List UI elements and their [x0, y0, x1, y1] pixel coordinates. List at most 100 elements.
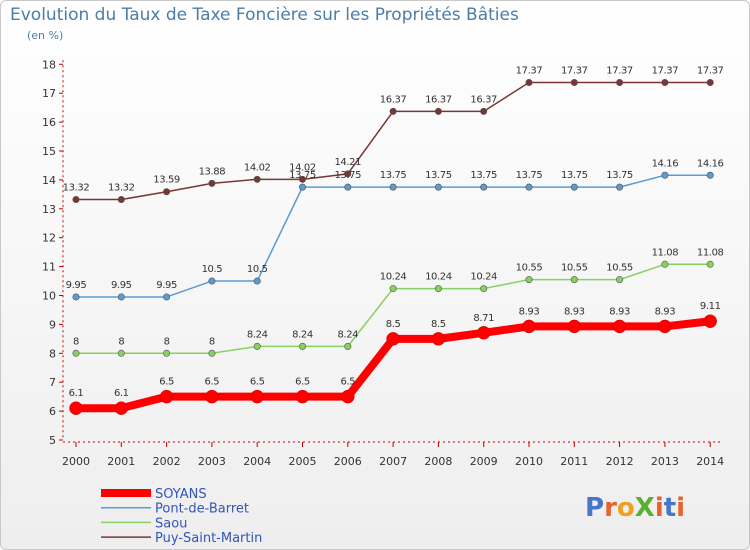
x-tick-label: 2014: [696, 455, 724, 468]
data-label: 13.32: [108, 183, 135, 194]
y-tick-label: 9: [49, 318, 56, 331]
data-label: 17.37: [516, 66, 543, 77]
data-point: [661, 79, 669, 87]
data-label: 13.32: [63, 183, 90, 194]
data-point: [344, 342, 352, 350]
data-point: [476, 326, 491, 340]
data-point: [117, 293, 125, 301]
data-label: 11.08: [697, 247, 724, 258]
data-label: 6.1: [69, 388, 84, 399]
data-point: [344, 183, 352, 191]
data-point: [480, 107, 488, 115]
legend-label: Saou: [155, 516, 187, 531]
x-tick-label: 2003: [198, 455, 226, 468]
x-tick-label: 2006: [334, 455, 362, 468]
y-tick-label: 7: [49, 376, 56, 389]
x-tick-label: 2008: [424, 455, 452, 468]
data-label: 10.5: [247, 264, 268, 275]
data-label: 8.24: [247, 329, 268, 340]
data-point: [616, 183, 624, 191]
data-label: 6.5: [205, 377, 220, 388]
data-label: 10.55: [606, 263, 633, 274]
y-tick-label: 11: [42, 261, 56, 274]
x-tick-label: 2012: [606, 455, 634, 468]
y-tick-label: 14: [42, 174, 56, 187]
data-point: [525, 79, 533, 87]
data-label: 14.21: [334, 157, 361, 168]
data-label: 8.5: [386, 319, 401, 330]
data-point: [522, 319, 536, 334]
data-label: 13.75: [516, 170, 543, 181]
data-label: 8.71: [473, 313, 494, 324]
y-tick-label: 5: [49, 434, 56, 447]
data-label: 6.5: [295, 377, 310, 388]
x-tick-label: 2010: [515, 455, 543, 468]
data-point: [253, 342, 261, 350]
y-tick-label: 13: [42, 203, 56, 216]
x-tick-label: 2005: [289, 455, 317, 468]
data-point: [163, 293, 171, 301]
data-point: [253, 175, 261, 183]
data-label: 16.37: [470, 94, 497, 105]
legend-label: SOYANS: [155, 487, 207, 502]
data-label: 8.93: [564, 306, 585, 317]
data-point: [389, 285, 397, 293]
data-point: [431, 332, 446, 346]
data-point: [386, 332, 400, 346]
x-tick-label: 2007: [379, 455, 407, 468]
data-label: 17.37: [652, 66, 679, 77]
legend-label: Pont-de-Barret: [155, 502, 249, 517]
data-point: [389, 183, 397, 191]
data-label: 13.75: [470, 170, 497, 181]
data-point: [567, 319, 582, 334]
data-point: [570, 183, 578, 191]
data-label: 8.93: [655, 306, 676, 317]
data-label: 6.1: [114, 388, 129, 399]
x-tick-label: 2009: [470, 455, 498, 468]
data-label: 17.37: [561, 66, 588, 77]
data-point: [117, 196, 125, 204]
data-point: [298, 183, 306, 191]
data-label: 14.02: [289, 162, 316, 173]
data-point: [570, 276, 578, 284]
proxiti-logo: ProXiti: [585, 493, 685, 523]
data-label: 13.88: [199, 166, 226, 177]
x-tick-label: 2004: [243, 455, 271, 468]
data-label: 10.24: [470, 272, 497, 283]
y-tick-label: 16: [42, 116, 56, 129]
data-label: 14.16: [697, 158, 724, 169]
data-point: [703, 314, 717, 328]
x-tick-label: 2002: [153, 455, 181, 468]
x-tick-label: 2001: [107, 455, 135, 468]
data-label: 13.59: [153, 175, 180, 186]
data-point: [616, 276, 624, 284]
data-label: 8.5: [431, 319, 446, 330]
data-label: 8: [118, 336, 124, 347]
unit-label: (en %): [27, 29, 64, 42]
data-point: [612, 319, 627, 334]
data-point: [525, 276, 533, 284]
y-tick-label: 18: [42, 58, 56, 71]
data-point: [72, 349, 80, 357]
data-point: [163, 188, 171, 196]
data-label: 10.24: [380, 272, 407, 283]
data-label: 11.08: [652, 247, 679, 258]
data-label: 10.55: [561, 263, 588, 274]
data-point: [72, 196, 80, 204]
data-point: [661, 171, 669, 179]
data-label: 8: [73, 336, 79, 347]
data-label: 8.93: [519, 306, 540, 317]
data-point: [706, 171, 714, 179]
data-point: [480, 285, 488, 293]
data-point: [114, 401, 129, 415]
data-label: 13.75: [380, 170, 407, 181]
data-point: [341, 389, 355, 404]
data-label: 8.24: [337, 329, 358, 340]
data-label: 8: [209, 336, 215, 347]
data-point: [69, 401, 83, 415]
data-point: [208, 179, 216, 187]
data-point: [298, 175, 306, 183]
data-label: 16.37: [425, 94, 452, 105]
data-label: 17.37: [697, 66, 724, 77]
data-point: [298, 342, 306, 350]
